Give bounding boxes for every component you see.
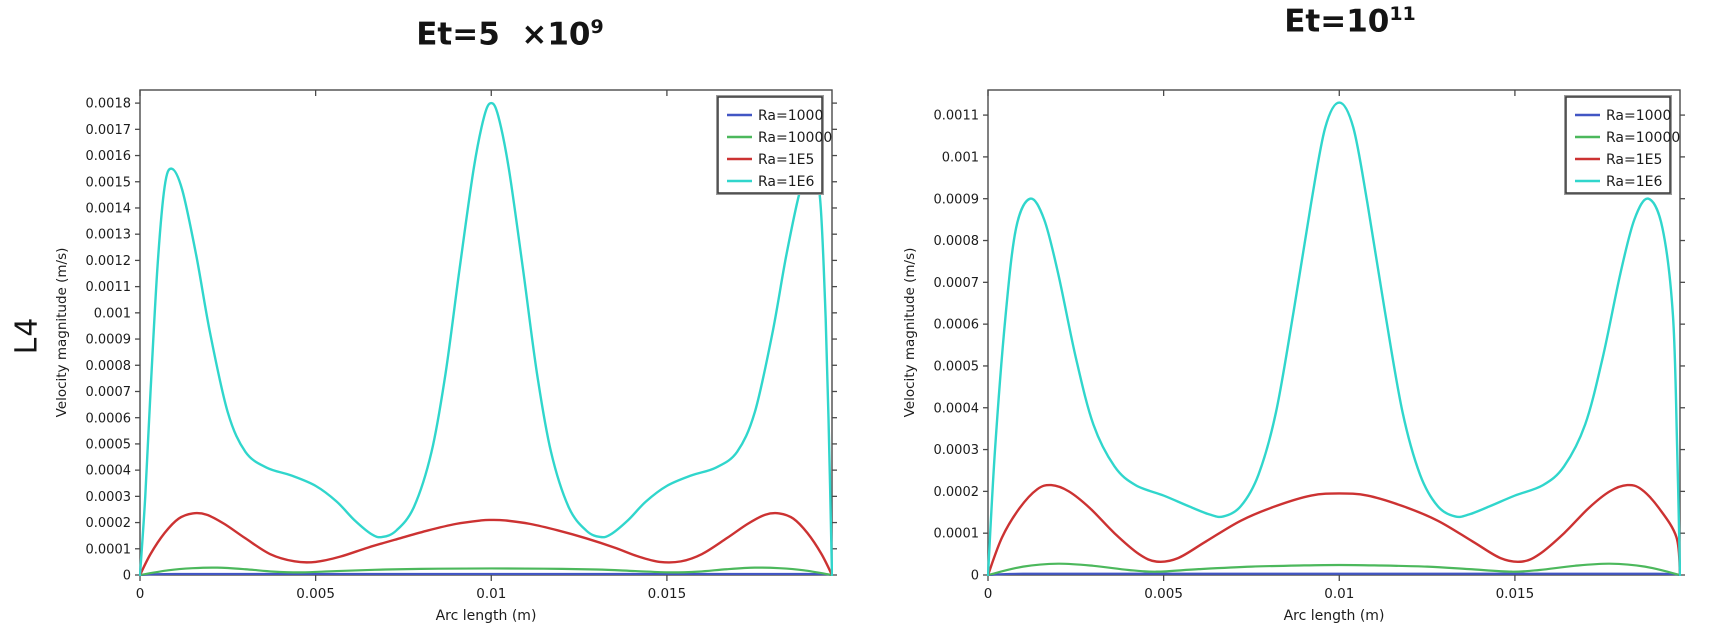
title-exponent: 9 bbox=[590, 16, 604, 38]
x-tick-label: 0.015 bbox=[1496, 586, 1535, 602]
y-tick-label: 0.0005 bbox=[934, 359, 980, 374]
series-Ra=10000 bbox=[139, 566, 833, 576]
x-tick-label: 0.015 bbox=[648, 586, 687, 602]
legend-label: Ra=1E6 bbox=[758, 174, 814, 190]
y-tick-label: 0.0009 bbox=[86, 333, 132, 348]
series-group bbox=[987, 101, 1681, 576]
y-tick-label: 0.0007 bbox=[934, 276, 980, 291]
legend-label: Ra=10000 bbox=[758, 130, 832, 146]
series-Ra=1000 bbox=[139, 572, 833, 576]
y-tick-label: 0.0011 bbox=[934, 109, 980, 124]
series-Ra=1E6 bbox=[987, 101, 1681, 576]
x-tick-label: 0.01 bbox=[1324, 586, 1354, 602]
x-tick-label: 0.005 bbox=[296, 586, 335, 602]
y-tick-label: 0.0008 bbox=[86, 359, 132, 374]
title-text: Et=10 bbox=[1284, 3, 1390, 40]
x-tick-label: 0.005 bbox=[1144, 586, 1183, 602]
title-text: Et=5 ×10 bbox=[416, 16, 591, 53]
y-tick-label: 0.0014 bbox=[86, 202, 132, 217]
y-axis-label: Velocity magnitude (m/s) bbox=[902, 248, 918, 418]
y-tick-label: 0.0006 bbox=[86, 411, 132, 426]
y-tick-label: 0.0004 bbox=[934, 401, 980, 416]
y-tick-label: 0.0001 bbox=[86, 542, 132, 557]
series-Ra=1E5 bbox=[987, 483, 1681, 576]
y-tick-label: 0.0003 bbox=[934, 443, 980, 458]
y-tick-label: 0.0004 bbox=[86, 464, 132, 479]
legend-label: Ra=1E6 bbox=[1606, 174, 1662, 190]
y-tick-label: 0.001 bbox=[94, 306, 131, 321]
x-tick-label: 0 bbox=[984, 586, 993, 602]
chart-title-right: Et=1011 bbox=[1284, 3, 1416, 39]
series-Ra=1E5 bbox=[139, 511, 833, 576]
y-tick-label: 0.0011 bbox=[86, 280, 132, 295]
series-Ra=1E6 bbox=[139, 101, 833, 576]
y-tick-label: 0.001 bbox=[942, 150, 979, 165]
y-tick-label: 0.0006 bbox=[934, 318, 980, 333]
y-tick-label: 0 bbox=[971, 569, 979, 584]
series-group bbox=[139, 101, 833, 576]
legend-label: Ra=1000 bbox=[758, 108, 823, 124]
line-chart-et-5e9: 0 0.0001 0.0002 0.0003 0.0004 0.0005 0.0006 0.0… bbox=[54, 89, 837, 624]
legend: Ra=1000 Ra=10000 Ra=1E5 Ra=1E6 bbox=[1564, 95, 1680, 195]
y-tick-label: 0.0012 bbox=[86, 254, 132, 269]
chart-title-left: Et=5 ×109 bbox=[416, 16, 603, 52]
y-axis-label: Velocity magnitude (m/s) bbox=[54, 248, 70, 418]
x-axis-label: Arc length (m) bbox=[1284, 608, 1385, 624]
x-axis: 0 0.005 0.01 0.015 bbox=[984, 90, 1535, 602]
title-exponent: 11 bbox=[1389, 3, 1416, 25]
x-tick-label: 0 bbox=[136, 586, 145, 602]
y-tick-label: 0.0017 bbox=[86, 123, 132, 138]
legend: Ra=1000 Ra=10000 Ra=1E5 Ra=1E6 bbox=[716, 95, 832, 195]
legend-label: Ra=10000 bbox=[1606, 130, 1680, 146]
y-tick-label: 0.0013 bbox=[86, 228, 132, 243]
y-axis: 0 0.0001 0.0002 0.0003 0.0004 0.0005 0.0006 0.0… bbox=[86, 97, 837, 584]
y-tick-label: 0.0001 bbox=[934, 527, 980, 542]
legend-label: Ra=1000 bbox=[1606, 108, 1671, 124]
legend-label: Ra=1E5 bbox=[1606, 152, 1662, 168]
series-Ra=10000 bbox=[987, 562, 1681, 576]
y-tick-label: 0.0002 bbox=[86, 516, 132, 531]
x-tick-label: 0.01 bbox=[476, 586, 506, 602]
y-tick-label: 0.0016 bbox=[86, 149, 132, 164]
y-tick-label: 0.0003 bbox=[86, 490, 132, 505]
y-tick-label: 0.0005 bbox=[86, 437, 132, 452]
x-axis-label: Arc length (m) bbox=[436, 608, 537, 624]
x-axis: 0 0.005 0.01 0.015 bbox=[136, 90, 687, 602]
plot-border bbox=[987, 89, 1681, 576]
y-tick-label: 0.0007 bbox=[86, 385, 132, 400]
y-tick-label: 0.0009 bbox=[934, 192, 980, 207]
y-axis: 0 0.0001 0.0002 0.0003 0.0004 0.0005 0.0006 0.0… bbox=[934, 109, 1685, 584]
y-tick-label: 0.0008 bbox=[934, 234, 980, 249]
series-Ra=1000 bbox=[987, 572, 1681, 576]
y-tick-label: 0 bbox=[123, 569, 131, 584]
line-chart-et-1e11: 0 0.0001 0.0002 0.0003 0.0004 0.0005 0.0006 0.0… bbox=[902, 89, 1685, 624]
y-tick-label: 0.0018 bbox=[86, 97, 132, 112]
y-tick-label: 0.0015 bbox=[86, 175, 132, 190]
legend-label: Ra=1E5 bbox=[758, 152, 814, 168]
y-tick-label: 0.0002 bbox=[934, 485, 980, 500]
